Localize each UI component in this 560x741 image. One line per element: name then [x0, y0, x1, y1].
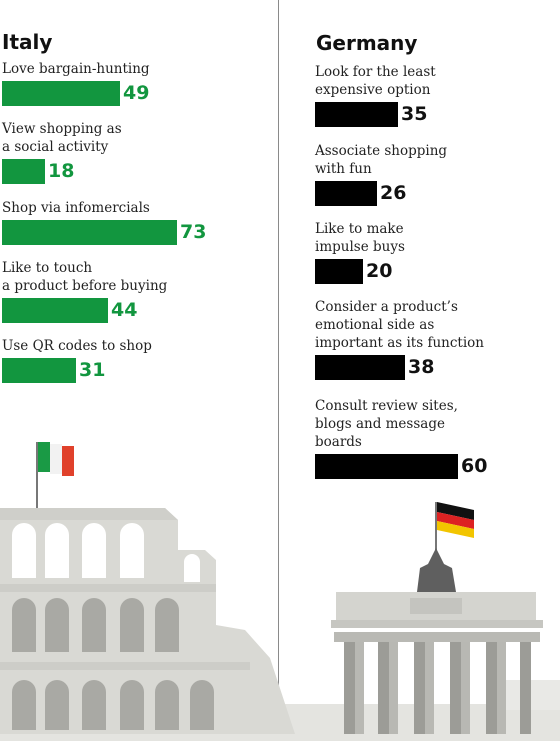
- category-label: boards: [315, 434, 362, 450]
- bar: [2, 81, 120, 106]
- category-label: impulse buys: [315, 239, 405, 255]
- category-label: View shopping as: [2, 121, 122, 137]
- value-label: 18: [48, 160, 75, 182]
- category-label: with fun: [315, 161, 372, 177]
- value-label: 31: [79, 359, 106, 381]
- value-label: 35: [401, 103, 428, 125]
- german-flag-icon: [435, 502, 474, 562]
- italy-title: Italy: [2, 30, 53, 54]
- category-label: expensive option: [315, 82, 431, 98]
- category-label: Look for the least: [315, 64, 436, 80]
- value-label: 20: [366, 260, 393, 282]
- bar: [2, 220, 177, 245]
- bar: [2, 159, 45, 184]
- bar: [315, 181, 377, 206]
- bar: [315, 259, 363, 284]
- category-label: emotional side as: [315, 317, 435, 333]
- category-label: Consult review sites,: [315, 398, 458, 414]
- value-label: 26: [380, 182, 407, 204]
- category-label: blogs and message: [315, 416, 445, 432]
- brandenburg-gate-icon: [331, 548, 543, 734]
- category-label: Shop via infomercials: [2, 200, 150, 216]
- germany-title: Germany: [316, 31, 418, 55]
- value-label: 73: [180, 221, 207, 243]
- category-label: important as its function: [315, 335, 484, 351]
- bar: [315, 102, 398, 127]
- value-label: 44: [111, 299, 138, 321]
- category-label: Love bargain-hunting: [2, 61, 150, 77]
- category-label: Use QR codes to shop: [2, 338, 152, 354]
- category-label: Consider a product’s: [315, 299, 458, 315]
- bar: [2, 358, 76, 383]
- bar: [2, 298, 108, 323]
- monuments-illustration: [0, 442, 560, 741]
- italian-flag-icon: [36, 442, 74, 512]
- value-label: 60: [461, 455, 488, 477]
- arena-icon: [0, 508, 295, 734]
- bar: [315, 355, 405, 380]
- category-label: a product before buying: [2, 278, 168, 294]
- category-label: Like to make: [315, 221, 404, 237]
- bar: [315, 454, 458, 479]
- column-divider: [278, 0, 279, 706]
- category-label: a social activity: [2, 139, 109, 155]
- value-label: 38: [408, 356, 435, 378]
- value-label: 49: [123, 82, 150, 104]
- category-label: Associate shopping: [315, 143, 448, 159]
- category-label: Like to touch: [2, 260, 93, 276]
